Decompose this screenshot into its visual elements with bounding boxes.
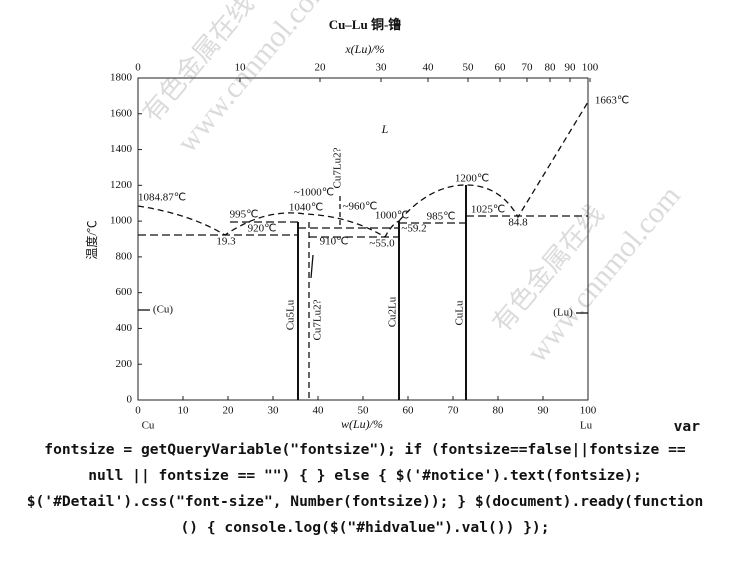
annotation: 910℃ — [320, 236, 349, 248]
phase-diagram: 有色金属在线 www.cnnmol.com 有色金属在线 www.cnnmol.… — [84, 0, 687, 432]
top-tick-label: 20 — [315, 62, 327, 74]
y-tick-label: 1000 — [110, 215, 133, 227]
top-tick-label: 70 — [522, 62, 534, 74]
phase-label: Cu7Lu2? — [332, 147, 344, 188]
annotation: ~960℃ — [343, 201, 378, 213]
corner-label: Lu — [580, 420, 593, 432]
arrow — [310, 254, 314, 279]
top-tick-label: 30 — [376, 62, 388, 74]
x-tick-label: 10 — [178, 405, 190, 417]
annotation: ~59.2 — [401, 223, 426, 235]
watermarks: 有色金属在线 www.cnnmol.com 有色金属在线 www.cnnmol.… — [137, 0, 687, 369]
y-tick-label: 400 — [116, 322, 133, 334]
annotation: 1000℃ — [375, 210, 409, 222]
annotation: 84.8 — [508, 217, 528, 229]
y-tick-label: 200 — [116, 358, 133, 370]
top-tick-label: 0 — [135, 62, 141, 74]
top-tick-label: 40 — [423, 62, 435, 74]
y-tick-label: 600 — [116, 286, 133, 298]
phase-label: CuLu — [454, 300, 466, 326]
y-tick-label: 1400 — [110, 143, 133, 155]
y-tick-label: 1600 — [110, 107, 133, 119]
x-tick-label: 30 — [268, 405, 280, 417]
y-tick-label: 0 — [127, 394, 133, 406]
top-tick-label: 60 — [495, 62, 507, 74]
annotation: 19.3 — [216, 236, 236, 248]
phase-lines — [137, 101, 589, 400]
annotation: (Cu) — [153, 304, 174, 316]
top-tick-label: 100 — [582, 62, 599, 74]
figure-title: Cu–Lu 铜-镥 — [329, 17, 402, 32]
top-tick-label: 50 — [463, 62, 475, 74]
phase-label: Cu7Lu2? — [312, 299, 324, 340]
annotation: 920℃ — [248, 223, 277, 235]
x-tick-label: 70 — [448, 405, 460, 417]
phase-label: Cu2Lu — [387, 296, 399, 327]
x-tick-label: 80 — [493, 405, 505, 417]
code-text: var — [673, 418, 700, 435]
y-tick-label: 800 — [116, 250, 133, 262]
annotation: L — [381, 122, 389, 136]
annotation: 1040℃ — [289, 202, 323, 214]
code-text: null || fontsize == "") { } else { $('#n… — [88, 467, 642, 484]
liquidus — [137, 205, 400, 238]
y-tick-label: 1200 — [110, 179, 133, 191]
annotation: ~55.0 — [369, 238, 395, 250]
y-tick-label: 1800 — [110, 72, 133, 84]
top-tick-label: 80 — [545, 62, 557, 74]
top-tick-label: 10 — [235, 62, 247, 74]
x-tick-label: 20 — [223, 405, 235, 417]
phase-label: Cu5Lu — [285, 299, 297, 330]
annotation: 1200℃ — [455, 173, 489, 185]
x-tick-label: 50 — [358, 405, 370, 417]
left-axis-label: 温度/℃ — [84, 220, 99, 259]
annotation: 985℃ — [427, 211, 456, 223]
annotation: (Lu) — [553, 307, 573, 319]
code-text: () { console.log($("#hidvalue").val()) }… — [180, 519, 550, 536]
code-text: fontsize = getQueryVariable("fontsize");… — [44, 441, 686, 458]
annotation: 995℃ — [230, 209, 259, 221]
x-tick-label: 40 — [313, 405, 325, 417]
top-axis-label: x(Lu)/% — [344, 42, 384, 56]
annotation: 1084.87℃ — [138, 192, 186, 204]
annotation: 1663℃ — [595, 95, 629, 107]
x-tick-label: 100 — [580, 405, 597, 417]
annotation: ~1000℃ — [294, 187, 334, 199]
x-tick-label: 90 — [538, 405, 550, 417]
x-tick-label: 60 — [403, 405, 415, 417]
annotation: 1025℃ — [471, 204, 505, 216]
corner-label: Cu — [142, 420, 155, 432]
x-tick-label: 0 — [135, 405, 141, 417]
top-tick-label: 90 — [565, 62, 577, 74]
bottom-axis-label: w(Lu)/% — [341, 417, 383, 431]
code-text: $('#Detail').css("font-size", Number(fon… — [26, 493, 704, 510]
